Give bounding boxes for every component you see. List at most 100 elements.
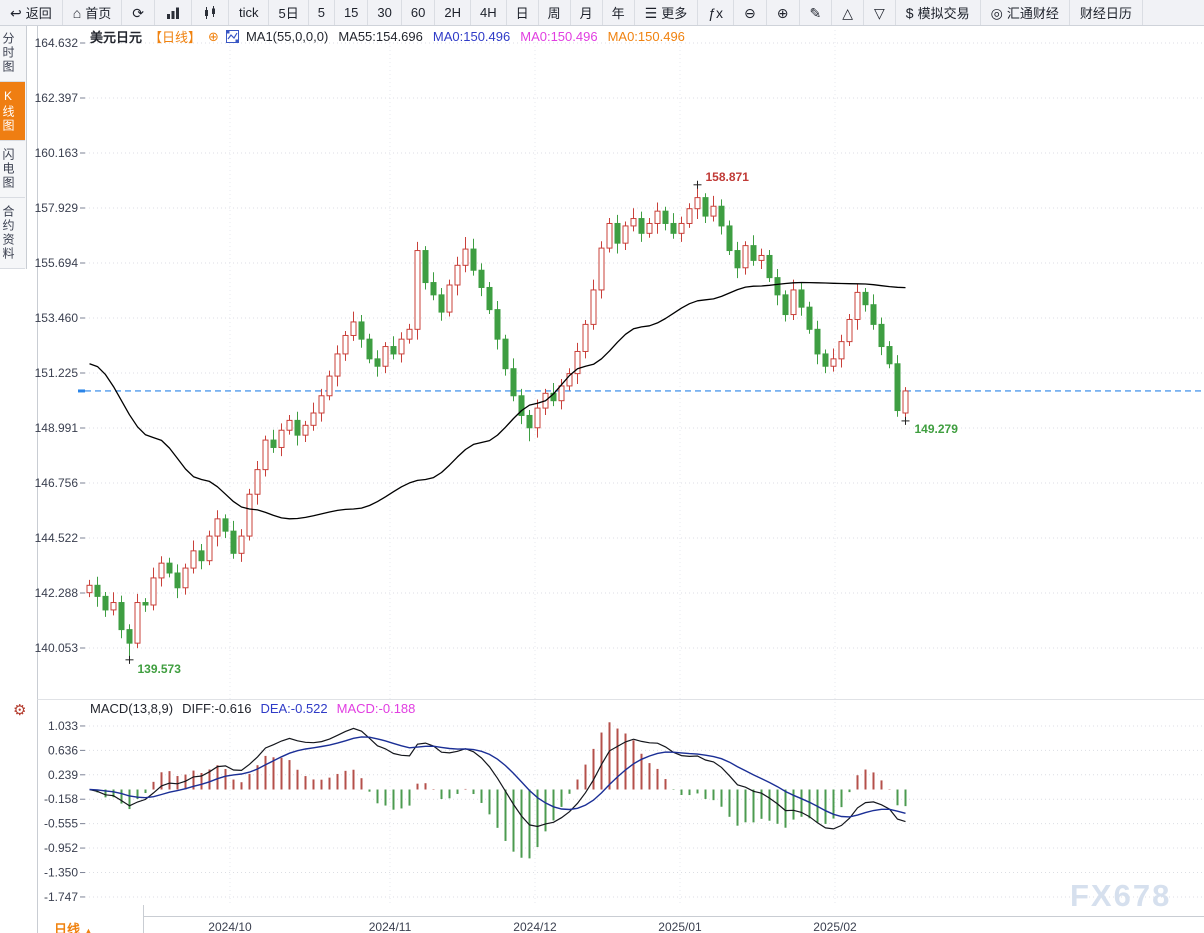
sidebar-tab-contract-info[interactable]: 合约资料 — [0, 198, 25, 269]
toolbar-item-bar-chart[interactable] — [155, 0, 192, 25]
watermark: FX678 — [1070, 878, 1171, 913]
toolbar-item-period-2h[interactable]: 2H — [435, 0, 471, 25]
macd-axis-label: 0.636 — [48, 743, 78, 757]
latest-low-label: 149.279 — [915, 422, 959, 436]
toolbar-item-label: 60 — [410, 5, 426, 20]
toolbar-item-period-5[interactable]: 5 — [309, 0, 335, 25]
macd-axis-label: -1.747 — [44, 890, 78, 904]
toolbar-item-tick[interactable]: tick — [229, 0, 270, 25]
y-axis-label: 162.397 — [35, 91, 79, 105]
macd-legend: MACD(13,8,9) DIFF:-0.616 DEA:-0.522 MACD:-0… — [90, 701, 415, 716]
macd-axis-label: -0.952 — [44, 841, 78, 855]
ma-settings-icon[interactable] — [225, 30, 239, 43]
back-icon: ↩ — [10, 4, 22, 21]
toolbar-item-period-day[interactable]: 日 — [507, 0, 539, 25]
toolbar-item-period-month[interactable]: 月 — [571, 0, 603, 25]
toolbar-item-period-week[interactable]: 周 — [539, 0, 571, 25]
toolbar-item-label: 5 — [317, 5, 325, 20]
toolbar-item-period-60[interactable]: 60 — [402, 0, 436, 25]
fx-indicator-icon: ƒx — [708, 4, 724, 21]
more-icon: ☰ — [644, 4, 658, 21]
toolbar-item-triangle-down[interactable]: ▽ — [864, 0, 896, 25]
sim-trading-icon: $ — [905, 4, 914, 21]
toolbar-item-period-30[interactable]: 30 — [368, 0, 402, 25]
toolbar-item-label: 2H — [444, 5, 461, 20]
toolbar-item-period-4h[interactable]: 4H — [471, 0, 507, 25]
sidebar-tab-time-chart[interactable]: 分时图 — [0, 25, 25, 82]
toolbar-item-label: 日 — [515, 6, 529, 21]
candlestick-series — [86, 184, 909, 660]
macd-axis-label: -0.555 — [44, 817, 78, 831]
period-tag: 【日线】 — [149, 30, 202, 45]
toolbar-item-triangle-up[interactable]: △ — [832, 0, 865, 25]
period-selector-label: 日线 — [54, 922, 81, 933]
toolbar-item-zoom-in[interactable]: ⊕ — [767, 0, 800, 25]
y-axis-label: 153.460 — [35, 311, 79, 325]
x-axis-label: 2025/02 — [813, 920, 857, 933]
zoom-out-icon: ⊖ — [744, 4, 756, 21]
ma55-line — [89, 281, 906, 520]
toolbar-item-label: 年 — [611, 6, 625, 21]
toolbar-item-period-15[interactable]: 15 — [335, 0, 369, 25]
zoom-in-icon: ⊕ — [776, 4, 789, 21]
chart-legend: 美元日元 【日线】 ⊕ MA1(55,0,0,0) MA55:154.696 MA0… — [90, 27, 685, 46]
toolbar-item-label: tick — [238, 5, 259, 20]
toolbar-item-label: 模拟交易 — [917, 6, 970, 21]
ma-value: MA0:150.496 — [520, 29, 598, 44]
toolbar-item-fx678-news[interactable]: ◎ 汇通财经 — [981, 0, 1070, 25]
macd-panel — [89, 722, 907, 859]
toolbar-item-period-5d[interactable]: 5日 — [269, 0, 309, 25]
x-axis-label: 2024/10 — [208, 920, 252, 933]
macd-value: MACD:-0.188 — [336, 701, 416, 716]
sidebar-tab-lightning-chart[interactable]: 闪电图 — [0, 141, 25, 198]
toolbar-item-refresh[interactable]: ⟳ — [122, 0, 155, 25]
ma-values: MA1(55,0,0,0) MA55:154.696 MA0:150.496 MA0:… — [246, 29, 685, 44]
x-axis-label: 2025/01 — [658, 920, 702, 933]
y-axis-label: 144.522 — [35, 531, 79, 545]
y-axis-label: 140.053 — [35, 641, 79, 655]
dropdown-arrow-icon: ▲ — [84, 926, 93, 933]
macd-value: MACD(13,8,9) — [90, 701, 174, 716]
y-axis-label: 164.632 — [35, 36, 79, 50]
ma-value: MA55:154.696 — [338, 29, 423, 44]
triangle-down-icon: ▽ — [874, 4, 885, 21]
ma-value: MA1(55,0,0,0) — [245, 29, 329, 44]
period-selector[interactable]: 日线 ▲ — [38, 905, 144, 933]
macd-axis-label: 1.033 — [48, 719, 78, 733]
toolbar-item-label: 返回 — [25, 6, 52, 21]
draw-pencil-icon: ✎ — [809, 4, 822, 21]
toolbar-item-more[interactable]: ☰ 更多 — [635, 0, 699, 25]
bar-chart-icon — [165, 5, 181, 21]
toolbar-item-zoom-out[interactable]: ⊖ — [734, 0, 767, 25]
toolbar-item-draw-pencil[interactable]: ✎ — [800, 0, 833, 25]
indicator-settings-icon[interactable]: ⚙ — [13, 702, 27, 719]
toolbar-item-period-year[interactable]: 年 — [603, 0, 635, 25]
toolbar-item-label: 更多 — [661, 6, 688, 21]
period-low-label: 139.573 — [138, 662, 182, 676]
sidebar-tab-kline-chart[interactable]: K线图 — [0, 82, 25, 141]
y-axis-label: 155.694 — [35, 256, 79, 270]
toolbar-item-candlestick[interactable] — [192, 0, 229, 25]
macd-value: DEA:-0.522 — [260, 701, 328, 716]
toolbar-item-home[interactable]: ⌂ 首页 — [63, 0, 123, 25]
ma-value: MA0:150.496 — [432, 29, 511, 44]
y-axis-label: 160.163 — [35, 146, 79, 160]
toolbar-item-back[interactable]: ↩ 返回 — [0, 0, 63, 25]
toolbar-item-label: 30 — [377, 5, 392, 20]
home-icon: ⌂ — [72, 4, 82, 21]
toolbar-item-fx-indicator[interactable]: ƒx — [698, 0, 735, 25]
x-axis-label: 2024/12 — [513, 920, 557, 933]
add-indicator-icon[interactable]: ⊕ — [208, 28, 219, 44]
toolbar-item-label: 月 — [579, 6, 593, 21]
toolbar-item-label: 首页 — [85, 6, 112, 21]
refresh-icon: ⟳ — [132, 4, 144, 21]
toolbar-item-sim-trading[interactable]: $ 模拟交易 — [896, 0, 981, 25]
candlestick-icon — [202, 5, 218, 21]
toolbar-item-label: 周 — [547, 6, 561, 21]
macd-diff-line — [89, 727, 906, 830]
period-high-label: 158.871 — [706, 170, 750, 184]
macd-value: DIFF:-0.616 — [182, 701, 252, 716]
toolbar-item-label: 汇通财经 — [1006, 6, 1059, 21]
toolbar-item-econ-calendar[interactable]: 财经日历 — [1070, 0, 1143, 25]
